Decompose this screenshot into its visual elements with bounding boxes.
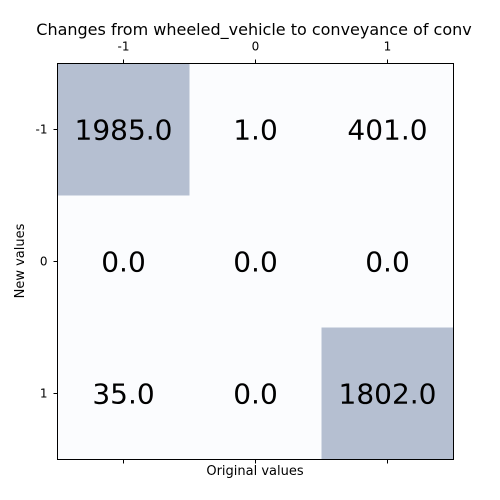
y-tick-label: -1 xyxy=(36,123,48,137)
cell-value-r0-c1: 1.0 xyxy=(233,114,278,147)
heatmap-cell-r1-c0 xyxy=(57,195,190,328)
heatmap-cell-r2-c1 xyxy=(189,327,322,460)
cell-value-r1-c0: 0.0 xyxy=(101,246,146,279)
cell-value-r2-c2: 1802.0 xyxy=(339,378,437,411)
heatmap-cell-labels: 1985.0 1.0 401.0 0.0 0.0 0.0 35.0 0.0 1802.0 xyxy=(75,114,437,411)
y-tick-label: 0 xyxy=(40,255,48,269)
chart-title: Changes from wheeled_vehicle to conveyan… xyxy=(36,20,471,40)
heatmap-cells xyxy=(57,63,454,460)
cell-value-r2-c0: 35.0 xyxy=(92,378,154,411)
heatmap-cell-r0-c2 xyxy=(321,63,454,196)
heatmap-cell-r1-c2 xyxy=(321,195,454,328)
x-axis-label: Original values xyxy=(206,464,304,479)
cell-value-r1-c2: 0.0 xyxy=(365,246,410,279)
cell-value-r1-c1: 0.0 xyxy=(233,246,278,279)
x-tick-label: 1 xyxy=(384,40,392,54)
cell-value-r2-c1: 0.0 xyxy=(233,378,278,411)
y-axis-label: New values xyxy=(13,223,28,298)
y-tick-label: 1 xyxy=(40,387,48,401)
axis-ticks: -1 0 1 -1 0 1 xyxy=(36,40,392,464)
heatmap-cell-r2-c0 xyxy=(57,327,190,460)
cell-value-r0-c0: 1985.0 xyxy=(75,114,173,147)
cell-value-r0-c2: 401.0 xyxy=(347,114,427,147)
heatmap-cell-r0-c1 xyxy=(189,63,322,196)
x-tick-label: -1 xyxy=(118,40,130,54)
heatmap-cell-r0-c0 xyxy=(57,63,190,196)
heatmap-cell-r2-c2 xyxy=(321,327,454,460)
heatmap-cell-r1-c1 xyxy=(189,195,322,328)
x-tick-label: 0 xyxy=(252,40,260,54)
